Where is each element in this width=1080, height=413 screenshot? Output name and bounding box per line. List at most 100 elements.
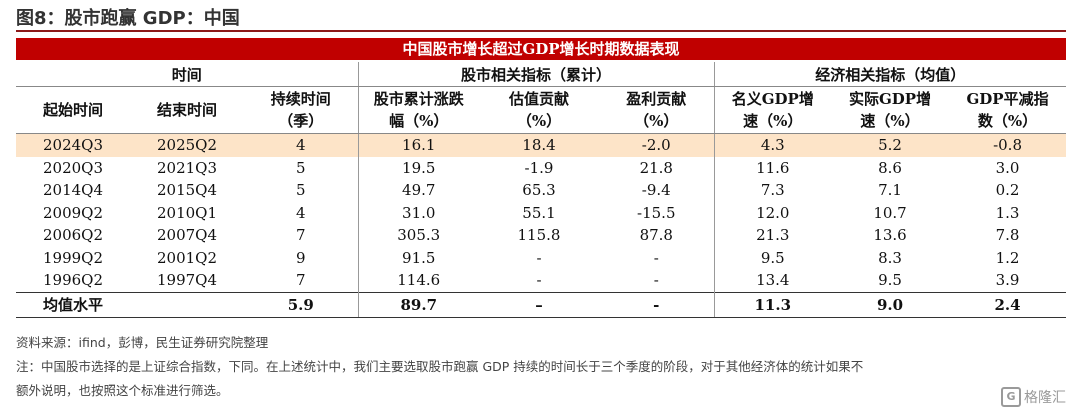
cell: 31.0	[402, 203, 436, 222]
cell: 2020Q3	[42, 158, 103, 177]
col-deflator: GDP平减指 数（%）	[949, 86, 1067, 134]
cell: 9.0	[831, 291, 950, 318]
group-stock: 股市相关指标（累计）	[358, 62, 715, 87]
cell: 1999Q2	[42, 248, 103, 267]
cell: 21.8	[599, 156, 715, 179]
cell: 65.3	[522, 181, 556, 200]
table-banner: 中国股市增长超过GDP增长时期数据表现	[16, 38, 1066, 60]
cell: 7	[244, 269, 359, 292]
cell: 13.6	[873, 226, 907, 245]
cell: 18.4	[479, 133, 599, 157]
cell: -2.0	[599, 133, 715, 157]
watermark: G 格隆汇	[1001, 387, 1066, 407]
cell: 8.3	[878, 248, 902, 267]
cell: 49.7	[402, 181, 436, 200]
table-row: 2024Q3 2025Q2 4 16.1 18.4 -2.0 4.3 5.2 -0.8	[16, 133, 1067, 157]
footnote-line1: 注：中国股市选择的是上证综合指数，下同。在上述统计中，我们主要选取股市跑赢 GD…	[16, 359, 864, 374]
g-logo-icon: G	[1001, 387, 1021, 407]
cell: 7.8	[995, 226, 1020, 245]
cell: 7	[244, 224, 359, 247]
cell: 91.5	[402, 248, 436, 267]
cell: 2021Q3	[156, 158, 217, 177]
cell: -	[599, 269, 715, 292]
group-time: 时间	[16, 62, 359, 87]
cell: 11.6	[756, 158, 790, 177]
cell: 1.3	[995, 203, 1020, 222]
cell: 305.3	[397, 226, 441, 245]
average-row: 均值水平 5.9 89.7 – - 11.3 9.0 2.4	[16, 291, 1067, 318]
cell: 114.6	[397, 271, 441, 290]
figure-title: 图8：股市跑赢 GDP：中国	[16, 8, 240, 29]
footnote-line2: 额外说明，也按照这个标准进行筛选。	[16, 383, 229, 398]
cell: 2.4	[949, 291, 1067, 318]
cell: 3.0	[995, 158, 1020, 177]
cell: 16.1	[358, 133, 479, 157]
cell: 1997Q4	[156, 271, 217, 290]
cell: 9.5	[760, 248, 785, 267]
cell: 2014Q4	[42, 181, 103, 200]
cell: 115.8	[517, 226, 561, 245]
watermark-text: 格隆汇	[1024, 390, 1066, 406]
cell: 1996Q2	[42, 271, 103, 290]
col-stock-rise: 股市累计涨跌 幅（%）	[358, 86, 479, 134]
cell: 21.3	[756, 226, 790, 245]
col-valuation: 估值贡献 （%）	[479, 86, 599, 134]
data-table: 时间 股市相关指标（累计） 经济相关指标（均值） 起始时间 结束时间 持续时间（…	[16, 62, 1067, 318]
cell: 3.9	[995, 271, 1020, 290]
column-header-row: 起始时间 结束时间 持续时间 （季） 股市累计涨跌 幅（%） 估值贡献 （%） 盈利贡…	[16, 86, 1067, 134]
cell	[130, 291, 244, 318]
cell: 4	[244, 133, 359, 157]
col-start: 起始时间	[16, 86, 130, 134]
col-nominal-gdp: 名义GDP增 速（%）	[714, 86, 832, 134]
table-row: 2009Q2 2010Q1 4 31.0 55.1 -15.5 12.0 10.7 1.3	[16, 201, 1066, 224]
cell: 9.5	[878, 271, 902, 290]
cell: –	[479, 291, 599, 318]
cell: 12.0	[756, 203, 790, 222]
table-row: 1999Q2 2001Q2 9 91.5 - - 9.5 8.3 1.2	[16, 246, 1066, 269]
col-real-gdp: 实际GDP增 速（%）	[831, 86, 950, 134]
cell: 11.3	[714, 291, 832, 318]
cell: 7.1	[878, 181, 902, 200]
cell: -9.4	[599, 179, 715, 202]
cell: 4.3	[714, 133, 832, 157]
cell: 2007Q4	[156, 226, 217, 245]
table-row: 2006Q2 2007Q4 7 305.3 115.8 87.8 21.3 13.6 7.8	[16, 224, 1066, 247]
table-row: 2014Q4 2015Q4 5 49.7 65.3 -9.4 7.3 7.1 0.2	[16, 179, 1066, 202]
cell: 13.4	[756, 271, 790, 290]
cell: 2024Q3	[16, 133, 130, 157]
cell: 5.2	[831, 133, 950, 157]
table-row: 2020Q3 2021Q3 5 19.5 -1.9 21.8 11.6 8.6 3.0	[16, 156, 1066, 179]
cell: 9	[244, 246, 359, 269]
cell: 2009Q2	[42, 203, 103, 222]
cell: 7.3	[760, 181, 785, 200]
table-row: 1996Q2 1997Q4 7 114.6 - - 13.4 9.5 3.9	[16, 269, 1066, 292]
col-earnings: 盈利贡献 （%）	[599, 86, 715, 134]
group-econ: 经济相关指标（均值）	[714, 62, 1067, 87]
cell: -	[599, 246, 715, 269]
col-end: 结束时间	[130, 86, 244, 134]
cell: -	[536, 248, 542, 267]
cell: 2006Q2	[42, 226, 103, 245]
cell: -	[599, 291, 715, 318]
cell: 4	[244, 201, 359, 224]
cell: 5.9	[244, 291, 359, 318]
cell: -15.5	[599, 201, 715, 224]
cell: 1.2	[995, 248, 1020, 267]
cell: 89.7	[358, 291, 479, 318]
cell: 2001Q2	[156, 248, 217, 267]
cell: 8.6	[878, 158, 902, 177]
cell: 5	[244, 156, 359, 179]
cell: 10.7	[873, 203, 907, 222]
cell: 5	[244, 179, 359, 202]
cell: 均值水平	[16, 291, 130, 318]
cell: 55.1	[522, 203, 556, 222]
group-header-row: 时间 股市相关指标（累计） 经济相关指标（均值）	[16, 62, 1067, 87]
cell: -0.8	[949, 133, 1067, 157]
cell: 19.5	[402, 158, 436, 177]
col-duration: 持续时间 （季）	[244, 86, 359, 134]
source-note: 资料来源：ifind，彭博，民生证券研究院整理	[16, 335, 269, 350]
table-body: 2024Q3 2025Q2 4 16.1 18.4 -2.0 4.3 5.2 -0.8 2020Q…	[16, 133, 1067, 292]
cell: 2015Q4	[156, 181, 217, 200]
cell: 2010Q1	[156, 203, 217, 222]
cell: 0.2	[995, 181, 1020, 200]
